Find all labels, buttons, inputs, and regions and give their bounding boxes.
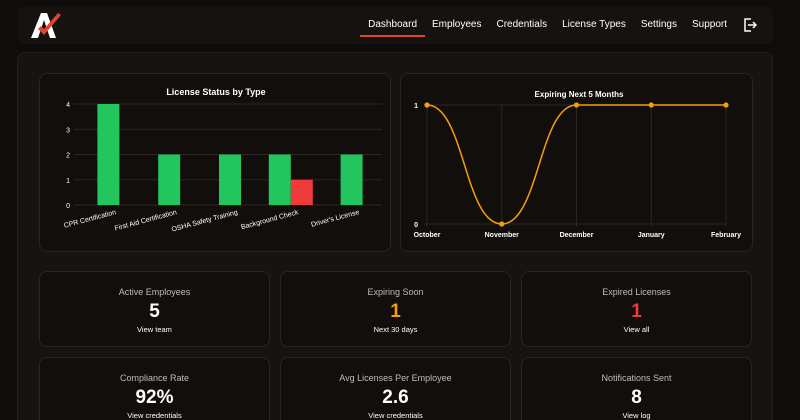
line-point [424, 102, 430, 108]
line-x-tick-label: January [638, 232, 665, 239]
stat-card-value: 8 [631, 387, 642, 408]
bar-x-tick-label: First Aid Certification [114, 209, 178, 232]
nav-credentials[interactable]: Credentials [496, 19, 548, 30]
line-y-tick-label: 1 [414, 103, 418, 110]
top-navbar: Dashboard Employees Credentials License … [17, 6, 773, 44]
line-chart-title: Expiring Next 5 Months [535, 90, 624, 99]
bar-y-tick-label: 2 [66, 153, 70, 160]
expiring-panel: Expiring Next 5 Months October November De… [400, 73, 753, 252]
stat-card-expiring-soon: Expiring Soon 1 Next 30 days [280, 271, 511, 347]
license-status-chart: License Status by Type 0 1 2 3 4 CPR Certific… [63, 87, 382, 234]
line-point [648, 102, 654, 108]
view-log-link[interactable]: View log [622, 411, 651, 420]
stat-card-value: 2.6 [382, 387, 409, 408]
nav-settings[interactable]: Settings [640, 19, 677, 30]
line-x-tick-label: February [711, 232, 741, 239]
stat-card-notifications-sent: Notifications Sent 8 View log [521, 357, 752, 420]
stat-card-value: 92% [135, 387, 174, 408]
bar [290, 179, 313, 205]
stat-card-title: Notifications Sent [601, 373, 672, 383]
logout-icon[interactable] [743, 17, 757, 33]
license-status-panel: License Status by Type 0 1 2 3 4 CPR Certific… [39, 73, 391, 252]
view-credentials-link[interactable]: View credentials [368, 411, 423, 420]
nav-support[interactable]: Support [691, 19, 727, 30]
expiring-chart: Expiring Next 5 Months October November De… [414, 90, 741, 239]
line-point [723, 102, 729, 108]
bar [340, 154, 363, 205]
stat-card-avg-licenses: Avg Licenses Per Employee 2.6 View crede… [280, 357, 511, 420]
view-all-link[interactable]: View all [623, 325, 650, 334]
line-x-tick-label: December [560, 232, 594, 239]
app-logo[interactable] [29, 10, 63, 40]
stat-card-title: Expired Licenses [602, 287, 671, 297]
view-team-link[interactable]: View team [137, 325, 172, 334]
stat-card-value: 5 [149, 301, 160, 322]
stat-card-title: Expiring Soon [367, 287, 424, 297]
stat-card-active-employees: Active Employees 5 View team [39, 271, 270, 347]
stat-card-compliance-rate: Compliance Rate 92% View credentials [39, 357, 270, 420]
line-point [499, 221, 505, 227]
view-credentials-link[interactable]: View credentials [127, 411, 182, 420]
bar-y-tick-label: 1 [66, 178, 70, 185]
nav-dashboard[interactable]: Dashboard [360, 6, 425, 44]
line-x-tick-label: November [485, 232, 520, 239]
nav-employees[interactable]: Employees [432, 19, 482, 30]
bar-chart-title: License Status by Type [166, 87, 265, 97]
line-point [573, 102, 580, 108]
bar [158, 154, 181, 205]
stat-card-title: Active Employees [118, 287, 191, 297]
dashboard-main: License Status by Type 0 1 2 3 4 CPR Certific… [17, 52, 773, 420]
stat-card-expired-licenses: Expired Licenses 1 View all [521, 271, 752, 347]
bar-x-tick-label: Driver's License [310, 209, 360, 229]
bar-x-tick-label: CPR Certification [63, 209, 117, 230]
expiring-series-line [426, 104, 726, 225]
nav-license-types[interactable]: License Types [562, 19, 626, 30]
stat-card-title: Compliance Rate [119, 373, 190, 383]
bar-y-tick-label: 3 [66, 127, 70, 134]
next-30-days-link[interactable]: Next 30 days [373, 325, 418, 334]
bar [97, 104, 120, 205]
bar-x-tick-label: OSHA Safety Training [171, 209, 239, 233]
bar-y-tick-label: 0 [66, 203, 70, 210]
line-y-tick-label: 0 [414, 222, 418, 229]
stat-card-value: 1 [390, 301, 401, 322]
stat-card-title: Avg Licenses Per Employee [339, 373, 452, 383]
bar-x-tick-label: Background Check [240, 209, 299, 231]
stat-card-value: 1 [631, 301, 642, 322]
line-x-tick-label: October [414, 232, 441, 239]
bar-y-tick-label: 4 [66, 102, 70, 109]
bar [268, 154, 291, 205]
bar [219, 154, 241, 205]
